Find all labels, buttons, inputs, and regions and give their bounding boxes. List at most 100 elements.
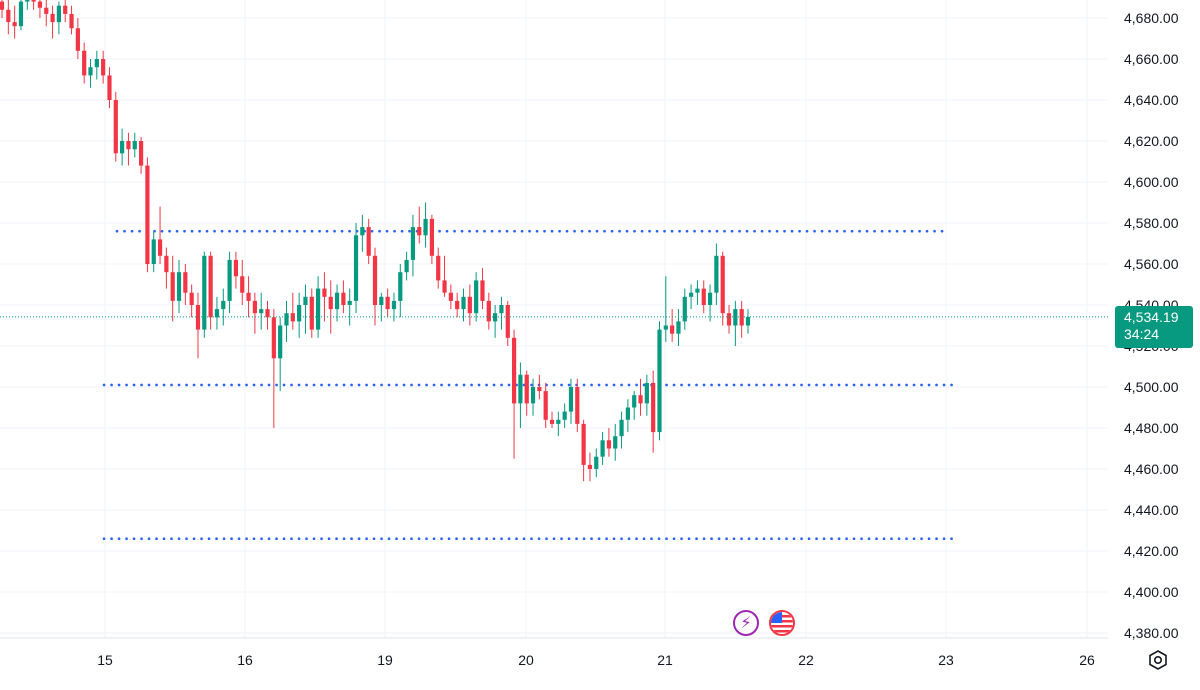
candle: [632, 391, 637, 420]
us-flag-icon[interactable]: [769, 610, 795, 636]
candle-body: [423, 218, 428, 236]
price-tick-label: 4,380.00: [1124, 625, 1179, 641]
candle-body: [404, 259, 409, 273]
candle: [442, 255, 447, 297]
candle: [651, 370, 656, 453]
candle: [575, 378, 580, 433]
candle: [581, 419, 586, 482]
candle: [341, 280, 346, 314]
candle: [549, 411, 555, 428]
candle-body: [417, 227, 422, 236]
candle: [56, 1, 61, 35]
candle-body: [322, 288, 327, 297]
price-tick-label: 4,660.00: [1124, 51, 1179, 67]
candle: [265, 300, 270, 330]
candle: [94, 50, 99, 80]
candle-body: [271, 317, 276, 359]
candle: [398, 264, 403, 318]
candle: [113, 91, 118, 162]
candle-body: [480, 280, 485, 301]
candle-body: [594, 456, 599, 469]
candle-body: [341, 292, 346, 305]
candle: [259, 292, 264, 330]
time-tick-label: 20: [518, 652, 534, 668]
horizontal-levels: [102, 229, 954, 541]
candle-body: [455, 300, 460, 310]
price-tick-label: 4,500.00: [1124, 379, 1179, 395]
candle-body: [25, 0, 30, 2]
candle-body: [505, 305, 510, 338]
candle: [164, 247, 169, 289]
candle-body: [625, 407, 630, 420]
candle: [689, 284, 694, 310]
candle-body: [176, 272, 182, 301]
candle: [328, 280, 333, 334]
candle: [695, 280, 700, 305]
candle: [410, 214, 416, 277]
price-tick-label: 4,400.00: [1124, 584, 1179, 600]
candle: [50, 5, 55, 39]
candle-body: [126, 141, 131, 150]
candle-body: [265, 309, 270, 318]
candle: [347, 288, 352, 326]
candle: [221, 288, 226, 326]
candle: [290, 292, 295, 330]
candle-body: [0, 1, 5, 10]
candle: [101, 50, 106, 84]
candle-body: [613, 436, 618, 449]
candle-body: [562, 411, 567, 420]
price-tick-label: 4,440.00: [1124, 502, 1179, 518]
candle-body: [714, 255, 719, 293]
candle-body: [334, 292, 340, 310]
candle: [170, 255, 175, 322]
candle: [316, 276, 321, 338]
candle: [88, 59, 93, 88]
candle: [404, 251, 409, 281]
candle-body: [372, 255, 378, 305]
candle: [233, 251, 239, 289]
price-tick-label: 4,420.00: [1124, 543, 1179, 559]
candle: [518, 362, 523, 428]
candle-body: [429, 218, 434, 256]
candle-body: [530, 387, 536, 404]
candle-body: [568, 387, 574, 412]
candle: [157, 206, 163, 264]
time-axis[interactable]: 15 16 19 20 21 22 23 26: [97, 652, 1095, 668]
candle: [360, 214, 365, 252]
candle: [385, 288, 390, 318]
candle: [448, 284, 453, 310]
candle-body: [195, 305, 201, 330]
candle-body: [398, 272, 403, 301]
countdown-timer: 34:24: [1124, 326, 1160, 342]
candle: [252, 292, 257, 334]
candle: [120, 128, 125, 166]
candle-body: [31, 0, 36, 2]
candle: [132, 132, 137, 158]
candle-body: [486, 300, 491, 322]
settings-icon[interactable]: [1146, 648, 1170, 672]
candle: [505, 300, 510, 346]
candle-body: [701, 288, 706, 305]
candle: [240, 259, 245, 305]
candle-body: [164, 255, 169, 273]
candle-body: [132, 141, 137, 150]
candle-body: [297, 305, 302, 322]
candle-body: [587, 464, 593, 469]
candle-body: [138, 141, 144, 166]
candle-body: [18, 1, 24, 27]
candle-body: [726, 313, 732, 326]
candle: [372, 247, 378, 326]
lightning-icon[interactable]: ⚡: [733, 610, 759, 636]
candle-body: [113, 100, 118, 154]
candle-body: [259, 309, 264, 314]
candle-body: [676, 321, 681, 334]
candle: [297, 292, 302, 338]
candle: [138, 136, 144, 174]
candle: [663, 276, 668, 342]
price-tick-label: 4,620.00: [1124, 133, 1179, 149]
candle: [587, 452, 593, 482]
candle: [366, 218, 371, 264]
candle: [417, 206, 422, 244]
candle: [126, 132, 131, 166]
